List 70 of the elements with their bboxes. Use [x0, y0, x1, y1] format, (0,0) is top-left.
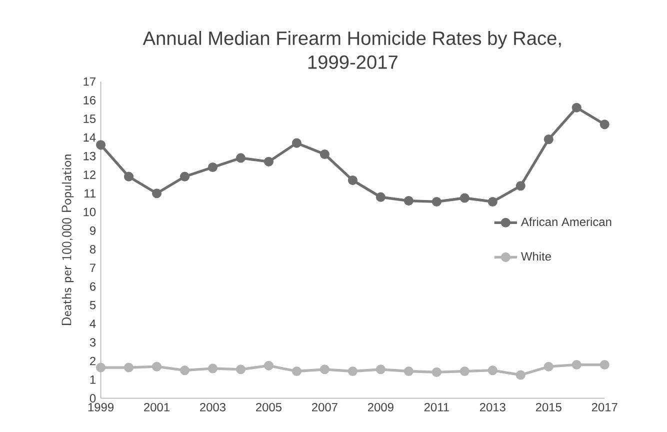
y-tick-label: 2 [90, 356, 96, 366]
x-tick-label: 2011 [424, 403, 449, 412]
point [348, 176, 358, 186]
point [264, 156, 274, 167]
point [292, 366, 302, 376]
point [320, 150, 330, 160]
point [488, 197, 498, 207]
point [544, 134, 554, 144]
x-tick-label: 2017 [592, 403, 618, 412]
y-tick-label: 17 [84, 78, 96, 86]
x-tick-label: 2009 [368, 403, 394, 412]
x-tick-label: 2007 [312, 403, 338, 412]
y-tick-label: 4 [90, 320, 96, 328]
point [180, 172, 190, 182]
y-tick-label: 13 [84, 152, 96, 160]
point [404, 366, 414, 376]
point [236, 153, 246, 163]
y-tick-label: 6 [90, 282, 96, 291]
legend-label: African American [520, 217, 612, 226]
point [404, 196, 414, 206]
x-tick-label: 2001 [144, 403, 170, 412]
y-tick-label: 5 [90, 301, 96, 310]
point [124, 172, 134, 182]
point [432, 367, 442, 378]
point [488, 366, 498, 376]
point [460, 366, 470, 376]
y-tick-label: 15 [84, 114, 96, 124]
point [124, 362, 134, 372]
y-tick-label: 10 [84, 208, 96, 216]
point [572, 360, 582, 370]
x-tick-label: 2003 [200, 403, 226, 412]
point [516, 370, 526, 380]
x-tick-label: 1999 [88, 403, 114, 412]
y-tick-label: 1 [90, 376, 96, 384]
point [292, 138, 302, 148]
point [236, 364, 246, 374]
y-tick-label: 8 [90, 245, 96, 254]
y-tick-label: 3 [90, 338, 96, 347]
y-tick-label: 14 [84, 133, 96, 142]
point [544, 362, 554, 372]
point [208, 364, 218, 374]
x-tick-label: 2015 [536, 403, 562, 412]
point [320, 364, 330, 374]
legend-label: White [521, 252, 551, 261]
point [96, 140, 106, 150]
x-tick-label: 2013 [480, 403, 506, 412]
point [152, 188, 162, 198]
point [432, 197, 442, 207]
point [572, 102, 582, 112]
y-tick-label: 7 [90, 264, 96, 272]
point [460, 193, 470, 203]
y-tick-label: 9 [90, 226, 96, 235]
point [264, 360, 274, 371]
y-tick-label: 0 [90, 394, 96, 403]
y-tick-label: 11 [84, 189, 96, 198]
point [516, 181, 526, 191]
y-axis-title: Deaths per 100,000 Population [62, 154, 74, 326]
y-tick-label: 16 [84, 96, 96, 105]
x-tick-label: 2005 [256, 403, 282, 412]
point [152, 362, 162, 372]
point [348, 366, 358, 376]
point [208, 162, 218, 172]
y-tick-label: 12 [84, 170, 96, 179]
point [376, 192, 386, 202]
point [600, 360, 610, 370]
point [180, 366, 190, 376]
point [376, 364, 386, 374]
point [600, 120, 610, 130]
point [96, 362, 106, 372]
chart-title: Annual Median Firearm Homicide Rates by Race, 1999-2017 [142, 31, 561, 69]
